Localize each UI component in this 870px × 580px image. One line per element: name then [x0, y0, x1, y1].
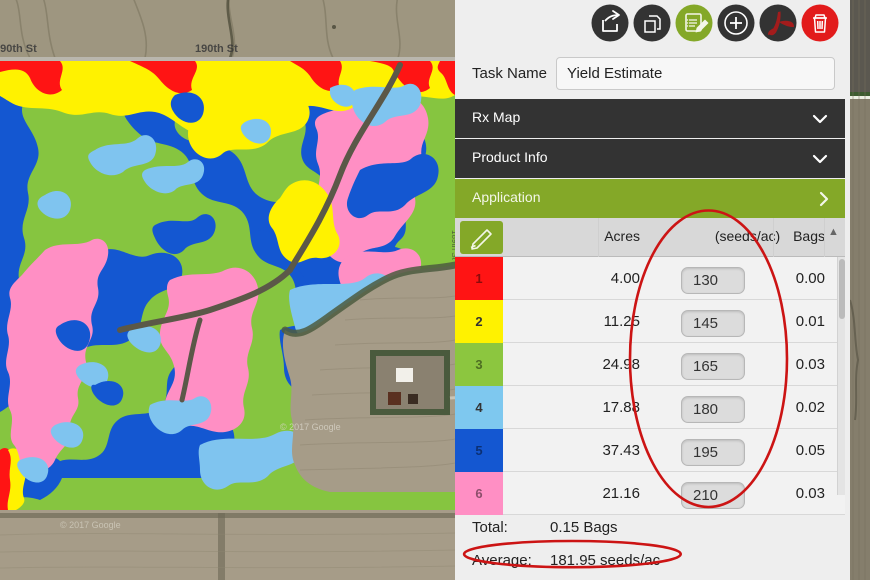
svg-text:190th St: 190th St [195, 43, 238, 55]
svg-text:© 2017 Google: © 2017 Google [280, 422, 341, 432]
svg-text:© 2017 Google: © 2017 Google [60, 520, 121, 530]
svg-text:190th St: 190th St [0, 43, 37, 55]
